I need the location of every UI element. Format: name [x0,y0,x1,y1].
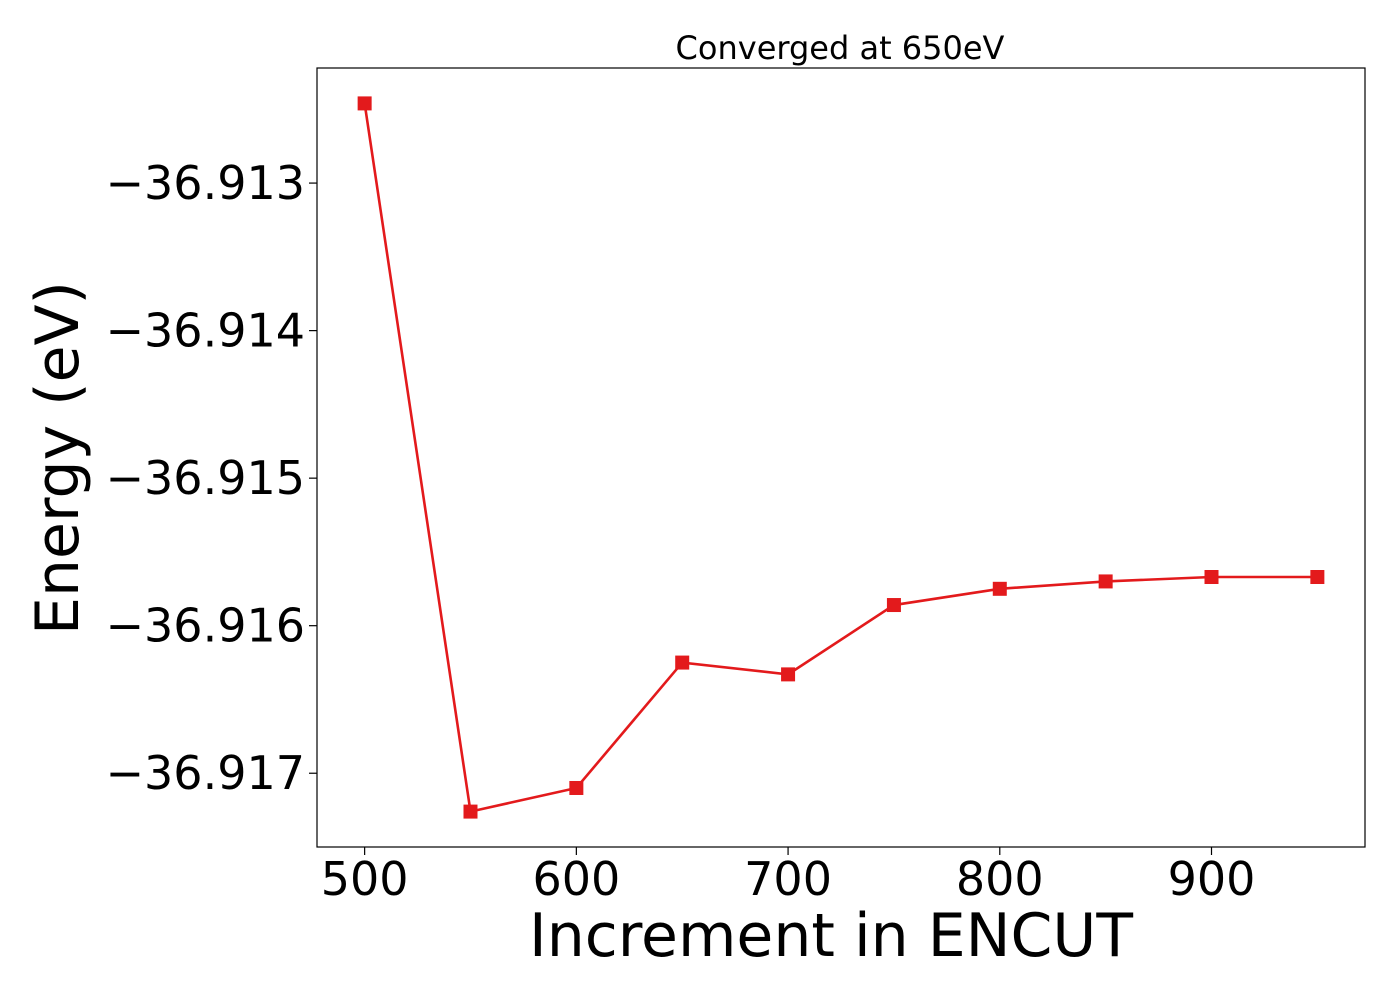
data-point-marker [886,598,901,613]
data-point-marker [569,780,584,795]
y-axis: −36.913 −36.914 −36.915 −36.916 −36.917 [106,156,317,800]
data-point-marker [1204,570,1219,585]
y-tick-label: −36.916 [106,599,306,653]
y-tick-label: −36.913 [106,156,306,210]
x-tick-label: 500 [321,852,409,906]
series-layer [357,96,1325,819]
y-tick-label: −36.917 [106,746,306,800]
chart-title: Converged at 650eV [676,29,1005,67]
series-line [363,103,1318,814]
x-tick-label: 800 [956,852,1044,906]
data-point-marker [357,96,372,111]
data-point-marker [675,655,690,670]
x-axis: 500 600 700 800 900 [321,847,1256,906]
x-axis-label: Increment in ENCUT [529,901,1133,971]
y-tick-label: −36.915 [106,451,306,505]
data-point-marker [1310,570,1325,585]
y-tick-label: −36.914 [106,304,306,358]
data-point-marker [1098,574,1113,589]
data-point-marker [781,667,796,682]
x-tick-label: 900 [1168,852,1256,906]
x-tick-label: 700 [744,852,832,906]
data-point-marker [463,804,478,819]
x-tick-label: 600 [532,852,620,906]
plot-area [316,67,1366,848]
y-axis-label: Energy (eV) [23,281,93,635]
data-point-marker [992,581,1007,596]
